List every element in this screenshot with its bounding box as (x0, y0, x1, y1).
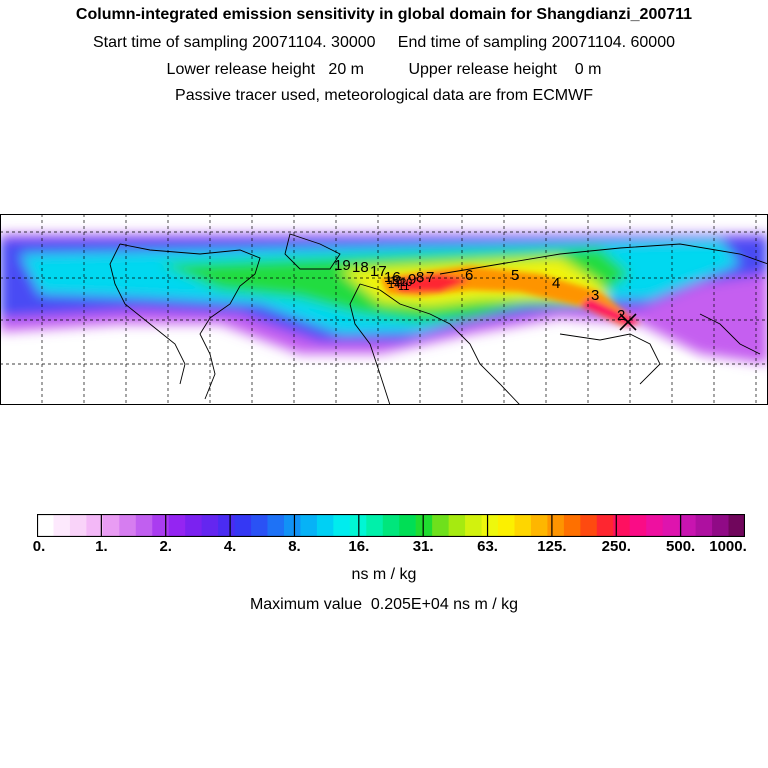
colorbar-swatch (415, 514, 433, 537)
sensitivity-field (0, 234, 768, 405)
colorbar-swatch (580, 514, 598, 537)
maximum-value: Maximum value 0.205E+04 ns m / kg (249, 596, 519, 613)
sampling-times: Start time of sampling 20071104. 30000 E… (92, 34, 675, 51)
colorbar-swatch (596, 514, 614, 537)
colorbar-swatch (69, 514, 87, 537)
colorbar-swatch (481, 514, 499, 537)
colorbar-swatch (267, 514, 285, 537)
colorbar-swatch (102, 514, 120, 537)
colorbar-swatch (547, 514, 565, 537)
colorbar-swatch (218, 514, 236, 537)
colorbar-swatch (300, 514, 318, 537)
colorbar-swatch (465, 514, 483, 537)
colorbar-swatch (251, 514, 269, 537)
traj-label-11: 11 (398, 281, 409, 293)
traj-label-10: 10 (400, 277, 412, 289)
colorbar-swatch (152, 514, 170, 537)
traj-label-3: 3 (591, 287, 599, 304)
colorbar-tick-label: 1. (95, 538, 108, 555)
emission-sensitivity-map: 2 3 4 5 6 7 8 9 10 11 12 13 14 15 16 17 … (0, 214, 768, 405)
traj-label-9: 9 (408, 271, 416, 288)
colorbar-tick-label: 31. (412, 538, 434, 555)
colorbar-swatch (432, 514, 450, 537)
release-heights: Lower release height 20 m Upper release … (166, 61, 602, 78)
colorbar-swatch (662, 514, 680, 537)
colorbar-tick-label: 125. (537, 538, 567, 555)
colorbar-swatch (185, 514, 203, 537)
colorbar-tick-label: 500. (666, 538, 696, 555)
colorbar-swatch (316, 514, 334, 537)
traj-label-17: 17 (370, 263, 387, 280)
colorbar-tick-label: 16. (348, 538, 370, 555)
colorbar-swatch (382, 514, 400, 537)
colorbar-tick-label: 1000. (709, 538, 747, 555)
colorbar-swatch (613, 514, 631, 537)
colorbar-swatch (498, 514, 516, 537)
colorbar-tick-label: 63. (477, 538, 498, 555)
colorbar-swatch (712, 514, 730, 537)
colorbar-swatch (629, 514, 647, 537)
colorbar-swatch (86, 514, 104, 537)
traj-label-4: 4 (552, 275, 560, 292)
colorbar-swatch (448, 514, 466, 537)
colorbar-swatch (234, 514, 252, 537)
colorbar-swatch (679, 514, 697, 537)
colorbar-tick-label: 250. (601, 538, 631, 555)
colorbar-swatch (563, 514, 581, 537)
colorbar-swatch (168, 514, 186, 537)
colorbar-swatch (530, 514, 549, 537)
colorbar-swatch (53, 514, 71, 537)
traj-label-2: 2 (617, 307, 625, 324)
traj-label-5: 5 (511, 267, 519, 284)
traj-label-19: 19 (334, 257, 351, 274)
coastlines (109, 233, 768, 405)
colorbar-unit: ns m / kg (351, 566, 417, 583)
colorbar-swatch (201, 514, 219, 537)
release-site-marker (619, 313, 637, 331)
colorbar-swatch (135, 514, 153, 537)
traj-label-8: 8 (416, 269, 424, 286)
traj-label-13: 13 (390, 275, 402, 287)
traj-label-14: 14 (388, 279, 400, 291)
traj-label-16: 16 (384, 269, 401, 286)
colorbar-tick-label: 0. (32, 538, 46, 555)
trajectory-labels: 2 3 4 5 6 7 8 9 10 11 12 13 14 15 16 17 … (334, 257, 625, 324)
colorbar-swatch (366, 514, 384, 537)
lat-lon-grid (0, 214, 768, 405)
colorbar-swatch (37, 514, 55, 537)
tracer-info: Passive tracer used, meteorological data… (175, 87, 593, 104)
colorbar-swatch (283, 514, 302, 537)
colorbar-tick-label: 4. (223, 538, 237, 555)
traj-label-7: 7 (426, 269, 434, 286)
colorbar-swatch (695, 514, 713, 537)
colorbar-tick-label: 8. (288, 538, 301, 555)
colorbar-swatch (333, 514, 351, 537)
traj-label-12: 12 (394, 277, 406, 289)
traj-label-18: 18 (352, 259, 369, 276)
colorbar-swatch (514, 514, 532, 537)
colorbar-tick-label: 2. (159, 538, 172, 555)
traj-label-15: 15 (386, 275, 398, 287)
traj-label-6: 6 (465, 267, 473, 284)
map-title: Column-integrated emission sensitivity i… (75, 6, 693, 23)
colorbar-swatch (399, 514, 417, 537)
colorbar (37, 514, 745, 537)
colorbar-swatch (646, 514, 664, 537)
colorbar-swatch (119, 514, 137, 537)
colorbar-swatch (728, 514, 745, 537)
